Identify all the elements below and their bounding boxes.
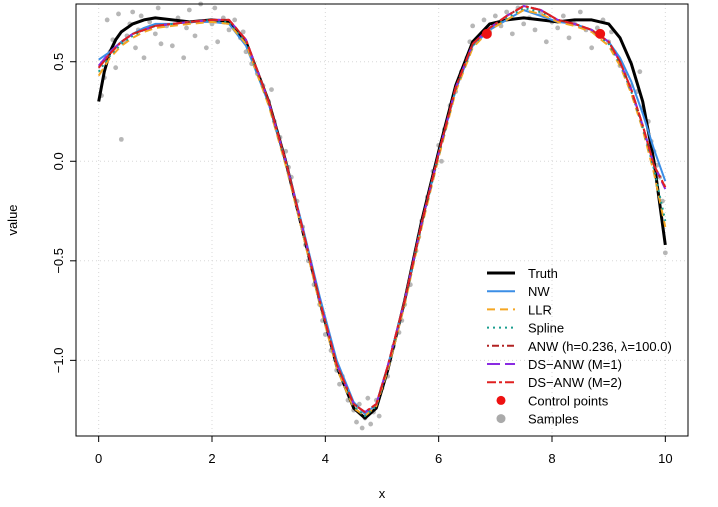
legend-entry-2: LLR <box>487 302 552 317</box>
sample-point <box>354 419 359 425</box>
x-tick-label: 6 <box>435 451 442 466</box>
sample-point <box>521 21 527 27</box>
sample-point <box>322 332 328 337</box>
sample-point <box>133 45 138 51</box>
legend-label: LLR <box>528 302 552 317</box>
sample-point <box>118 136 124 142</box>
sample-point <box>560 13 566 19</box>
sample-point <box>169 43 175 49</box>
sample-point <box>158 41 164 47</box>
sample-point <box>356 401 362 407</box>
sample-point <box>532 27 538 33</box>
sample-point <box>184 25 189 31</box>
legend-label: Spline <box>528 321 564 336</box>
y-axis: −1.0 −0.5 0.0 0.5 <box>51 53 76 373</box>
legend-entry-5: DS−ANW (M=1) <box>487 357 622 372</box>
legend: Truth NW LLR Spline ANW (h=0.236, λ=100.0) DS… <box>487 266 672 427</box>
legend-entry-0: Truth <box>487 266 558 281</box>
y-tick-label: −1.0 <box>51 348 66 374</box>
legend-label: DS−ANW (M=2) <box>528 375 622 390</box>
y-tick-label: 0.0 <box>51 152 66 170</box>
control-points-layer <box>481 28 606 39</box>
legend-label: Samples <box>528 412 579 427</box>
sample-point <box>155 5 161 11</box>
legend-label: ANW (h=0.236, λ=100.0) <box>528 339 672 354</box>
sample-point <box>509 31 515 37</box>
sample-point <box>481 17 487 23</box>
sample-point <box>240 29 246 35</box>
x-tick-label: 8 <box>548 451 555 466</box>
legend-marker <box>496 414 506 424</box>
sample-point <box>637 69 643 75</box>
sample-point <box>492 13 498 19</box>
legend-entry-3: Spline <box>487 321 564 336</box>
sample-point <box>232 17 238 23</box>
control-point <box>481 28 492 39</box>
sample-point <box>543 39 549 45</box>
x-tick-label: 0 <box>95 451 102 466</box>
legend-entry-1: NW <box>487 284 550 299</box>
series-line-6 <box>97 5 667 414</box>
x-tick-label: 2 <box>208 451 215 466</box>
legend-entry-6: DS−ANW (M=2) <box>487 375 622 390</box>
control-point <box>595 28 606 39</box>
legend-entry-8: Samples <box>496 412 579 427</box>
sample-point <box>555 25 561 31</box>
sample-point <box>203 45 209 51</box>
sample-point <box>215 39 221 45</box>
series-line-2 <box>97 9 667 418</box>
sample-point <box>113 65 119 71</box>
sample-point <box>104 17 110 23</box>
sample-point <box>130 9 136 15</box>
sample-point <box>359 425 365 431</box>
sample-point <box>662 250 668 256</box>
legend-entry-4: ANW (h=0.236, λ=100.0) <box>487 339 672 354</box>
sample-point <box>470 23 476 29</box>
sample-point <box>192 33 198 39</box>
sample-point <box>566 35 572 41</box>
sample-point <box>376 413 382 419</box>
sample-point <box>116 11 121 17</box>
series-lines <box>97 5 667 420</box>
sample-point <box>589 45 595 51</box>
x-axis: 0 2 4 6 8 10 <box>95 436 673 466</box>
legend-entry-7: Control points <box>496 393 609 408</box>
sample-point <box>141 55 147 61</box>
legend-label: NW <box>528 284 550 299</box>
series-line-3 <box>97 7 667 418</box>
sample-point <box>186 7 192 13</box>
sample-point <box>147 19 153 25</box>
sample-point <box>365 395 371 401</box>
sample-point <box>337 381 342 387</box>
y-tick-label: 0.5 <box>51 53 66 71</box>
sample-point <box>368 421 374 427</box>
legend-label: DS−ANW (M=1) <box>528 357 622 372</box>
sample-point <box>269 87 274 93</box>
legend-label: Truth <box>528 266 558 281</box>
y-tick-label: −0.5 <box>51 248 66 274</box>
sample-point <box>226 27 232 33</box>
sample-point <box>152 31 158 37</box>
plot-frame <box>75 3 689 437</box>
series-line-0 <box>97 16 667 420</box>
sample-point <box>439 158 444 164</box>
legend-marker <box>496 395 506 405</box>
sample-point <box>181 55 187 61</box>
sample-point <box>594 25 600 31</box>
x-tick-label: 4 <box>322 451 329 466</box>
x-axis-title: x <box>379 486 386 501</box>
x-tick-label: 10 <box>658 451 672 466</box>
y-axis-title: value <box>5 204 20 235</box>
sample-point <box>577 9 583 15</box>
sample-point <box>138 13 144 19</box>
legend-label: Control points <box>528 393 609 408</box>
sample-point <box>504 9 510 15</box>
sample-point <box>212 5 218 11</box>
